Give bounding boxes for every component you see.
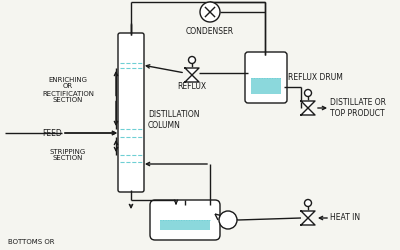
Circle shape — [219, 211, 237, 229]
Text: BOTTOMS OR: BOTTOMS OR — [8, 239, 54, 245]
Circle shape — [304, 200, 312, 206]
Text: DISTILLATION
COLUMN: DISTILLATION COLUMN — [148, 110, 200, 130]
Polygon shape — [301, 218, 315, 225]
FancyBboxPatch shape — [245, 52, 287, 103]
FancyBboxPatch shape — [150, 200, 220, 240]
Text: FEED: FEED — [42, 128, 62, 138]
Text: HEAT IN: HEAT IN — [330, 214, 360, 222]
Circle shape — [188, 56, 196, 64]
Polygon shape — [301, 101, 315, 108]
Text: STRIPPING
SECTION: STRIPPING SECTION — [50, 148, 86, 162]
Polygon shape — [301, 211, 315, 218]
Polygon shape — [185, 75, 199, 82]
Text: DISTILLATE OR
TOP PRODUCT: DISTILLATE OR TOP PRODUCT — [330, 98, 386, 118]
Text: REFLUX: REFLUX — [178, 82, 206, 91]
Circle shape — [304, 90, 312, 96]
Polygon shape — [185, 68, 199, 75]
Text: REFLUX DRUM: REFLUX DRUM — [288, 74, 343, 82]
Text: CONDENSER: CONDENSER — [186, 27, 234, 36]
Bar — [160, 220, 210, 230]
Bar — [251, 78, 281, 94]
Text: ENRICHING
OR
RECTIFICATION
SECTION: ENRICHING OR RECTIFICATION SECTION — [42, 76, 94, 104]
FancyBboxPatch shape — [118, 33, 144, 192]
Polygon shape — [301, 108, 315, 115]
Circle shape — [200, 2, 220, 22]
